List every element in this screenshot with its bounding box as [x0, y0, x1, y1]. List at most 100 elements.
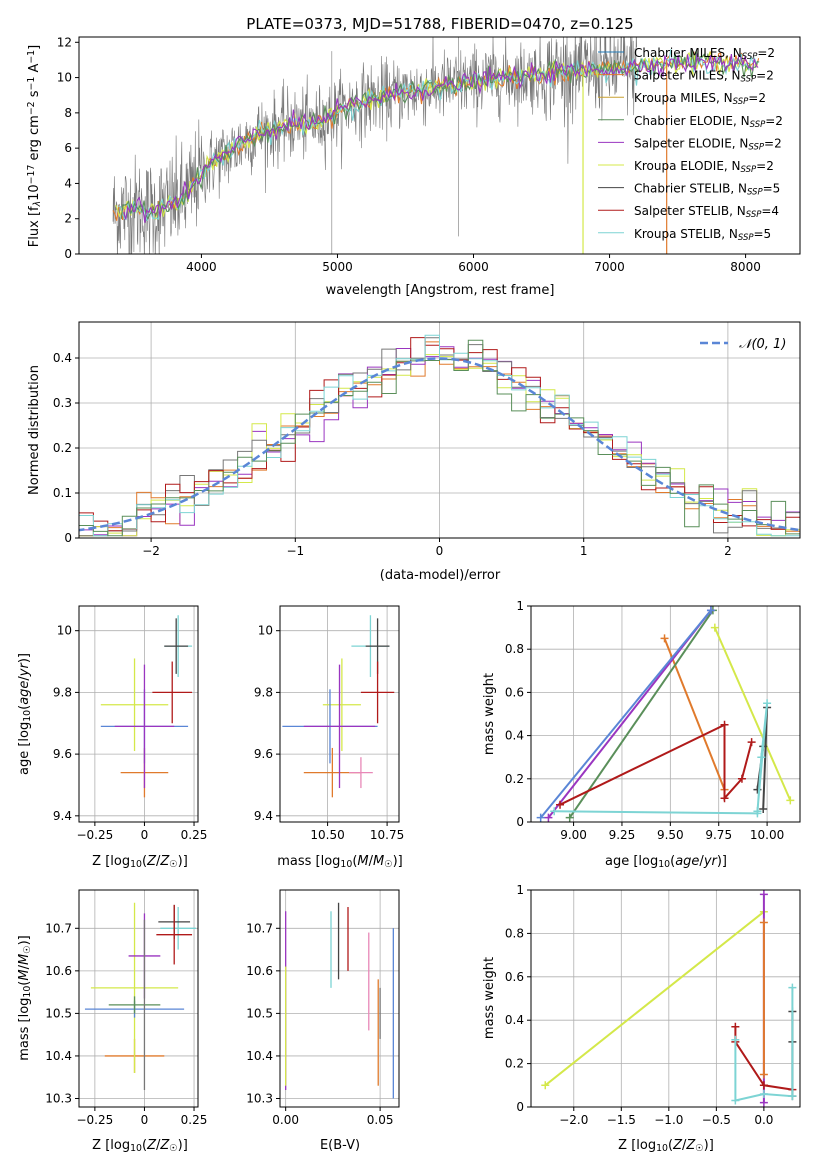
legend-entry-label: Kroupa ELODIE, NSSP=2	[634, 159, 774, 175]
label-part: ]	[27, 45, 42, 50]
x-tick-label: 9.25	[609, 828, 636, 842]
legend-sub: SSP	[738, 233, 754, 243]
legend-tail: =2	[748, 91, 766, 105]
x-axis-label: wavelength [Angstrom, rest frame]	[326, 283, 555, 298]
label-part: )]	[178, 854, 188, 869]
x-tick-label: 10.75	[370, 828, 404, 842]
label-part: 10	[658, 859, 670, 870]
label-part: )]	[704, 1138, 714, 1153]
label-part: 10	[130, 859, 142, 870]
x-tick-label: 9.50	[657, 828, 684, 842]
y-tick-label: 0	[516, 815, 524, 829]
label-part: age [log	[17, 722, 32, 775]
y-tick-label: 0.2	[505, 1057, 524, 1071]
legend-entry-label: Salpeter STELIB, NSSP=4	[634, 204, 779, 220]
x-tick-label: 0.00	[272, 1113, 299, 1127]
series-marker	[759, 1089, 768, 1098]
label-part: age	[675, 854, 699, 869]
y-tick-label: 10.4	[45, 1049, 72, 1063]
series-line	[539, 609, 712, 819]
x-tick-label: 0	[141, 1113, 149, 1127]
label-part: (	[352, 854, 357, 869]
label-part: Flux [f	[27, 206, 42, 247]
y-tick-label: 9.8	[53, 685, 72, 699]
legend-sub: SSP	[746, 210, 762, 220]
series-marker	[660, 634, 669, 643]
y-tick-label: 10.7	[45, 921, 72, 935]
y-axis-label: mass [log10(M/M☉)]	[17, 935, 33, 1061]
y-tick-label: 9.6	[254, 747, 273, 761]
x-tick-label: −1	[286, 544, 304, 558]
y-tick-label: 0.8	[505, 642, 524, 656]
legend-tail: =2	[756, 69, 774, 83]
legend-sub: SSP	[733, 97, 749, 107]
series-marker	[565, 813, 574, 822]
x-tick-label: 9.00	[560, 828, 587, 842]
y-tick-label: 9.4	[254, 809, 273, 823]
label-part: ☉	[384, 859, 392, 870]
x-tick-label: 9.75	[705, 828, 732, 842]
legend-tail: =2	[764, 136, 782, 150]
y-tick-label: 10	[57, 624, 72, 638]
label-part: −1	[26, 50, 37, 64]
y-tick-label: 10.6	[246, 964, 273, 978]
plot-area-spectrum	[112, 37, 760, 254]
y-tick-label: 4	[64, 176, 72, 190]
series-marker	[550, 807, 559, 816]
label-part: Z	[146, 1138, 157, 1153]
label-part: (	[17, 981, 32, 986]
label-part: (	[142, 1138, 147, 1153]
legend-text: Chabrier MILES, N	[634, 46, 742, 60]
label-part: (	[670, 854, 675, 869]
y-tick-label: 9.8	[254, 685, 273, 699]
label-part: Z	[159, 1138, 170, 1153]
legend-sub: SSP	[742, 52, 758, 62]
spectrum-model-line	[123, 53, 759, 223]
series-marker	[710, 623, 719, 632]
legend-sub: SSP	[747, 188, 763, 198]
series-marker	[763, 699, 772, 708]
label-part: Z	[159, 854, 170, 869]
label-part: −2	[26, 101, 37, 115]
label-part: M	[373, 854, 384, 869]
label-part: /	[682, 1138, 687, 1153]
plot-area-weight_vs_age	[536, 606, 795, 822]
label-part: Z [log	[92, 1138, 130, 1153]
legend-entry-label: Kroupa MILES, NSSP=2	[634, 91, 766, 107]
legend-entry-label: Kroupa STELIB, NSSP=5	[634, 227, 771, 243]
legend-entry-label: Chabrier MILES, NSSP=2	[634, 46, 775, 62]
spectrum-model-line	[115, 51, 759, 220]
legend-sub: SSP	[750, 120, 766, 130]
label-part: −17	[26, 165, 37, 185]
label-part: )]	[717, 854, 727, 869]
y-tick-label: 12	[57, 35, 72, 49]
legend-text: Salpeter ELODIE, N	[634, 136, 748, 150]
label-part: 10	[22, 710, 33, 722]
series-line	[554, 703, 769, 815]
y-tick-label: 10.3	[45, 1091, 72, 1105]
label-part: M	[17, 969, 32, 980]
y-tick-label: 10.5	[45, 1006, 72, 1020]
y-tick-label: 0	[516, 1100, 524, 1114]
y-tick-label: 0.1	[53, 486, 72, 500]
y-tick-label: 0	[64, 247, 72, 261]
series-marker	[737, 774, 746, 783]
axes-frame	[530, 605, 801, 823]
x-axis-label: E(B-V)	[320, 1138, 360, 1153]
label-part: 10	[340, 859, 352, 870]
legend-text: Chabrier STELIB, N	[634, 182, 747, 196]
x-axis-label: Z [log10(Z/Z☉)]	[92, 854, 188, 870]
legend-entry-label: Salpeter ELODIE, NSSP=2	[634, 136, 782, 152]
label-part: /	[17, 676, 32, 681]
series-marker	[731, 1022, 740, 1031]
legend-tail: =5	[754, 227, 772, 241]
x-tick-label: −2.0	[559, 1113, 588, 1127]
label-part: A	[27, 64, 42, 77]
y-tick-label: 0.8	[505, 926, 524, 940]
x-tick-label: 10.50	[310, 828, 344, 842]
series-marker	[759, 1070, 768, 1079]
series-marker	[759, 890, 768, 899]
legend-text: Kroupa MILES, N	[634, 91, 733, 105]
